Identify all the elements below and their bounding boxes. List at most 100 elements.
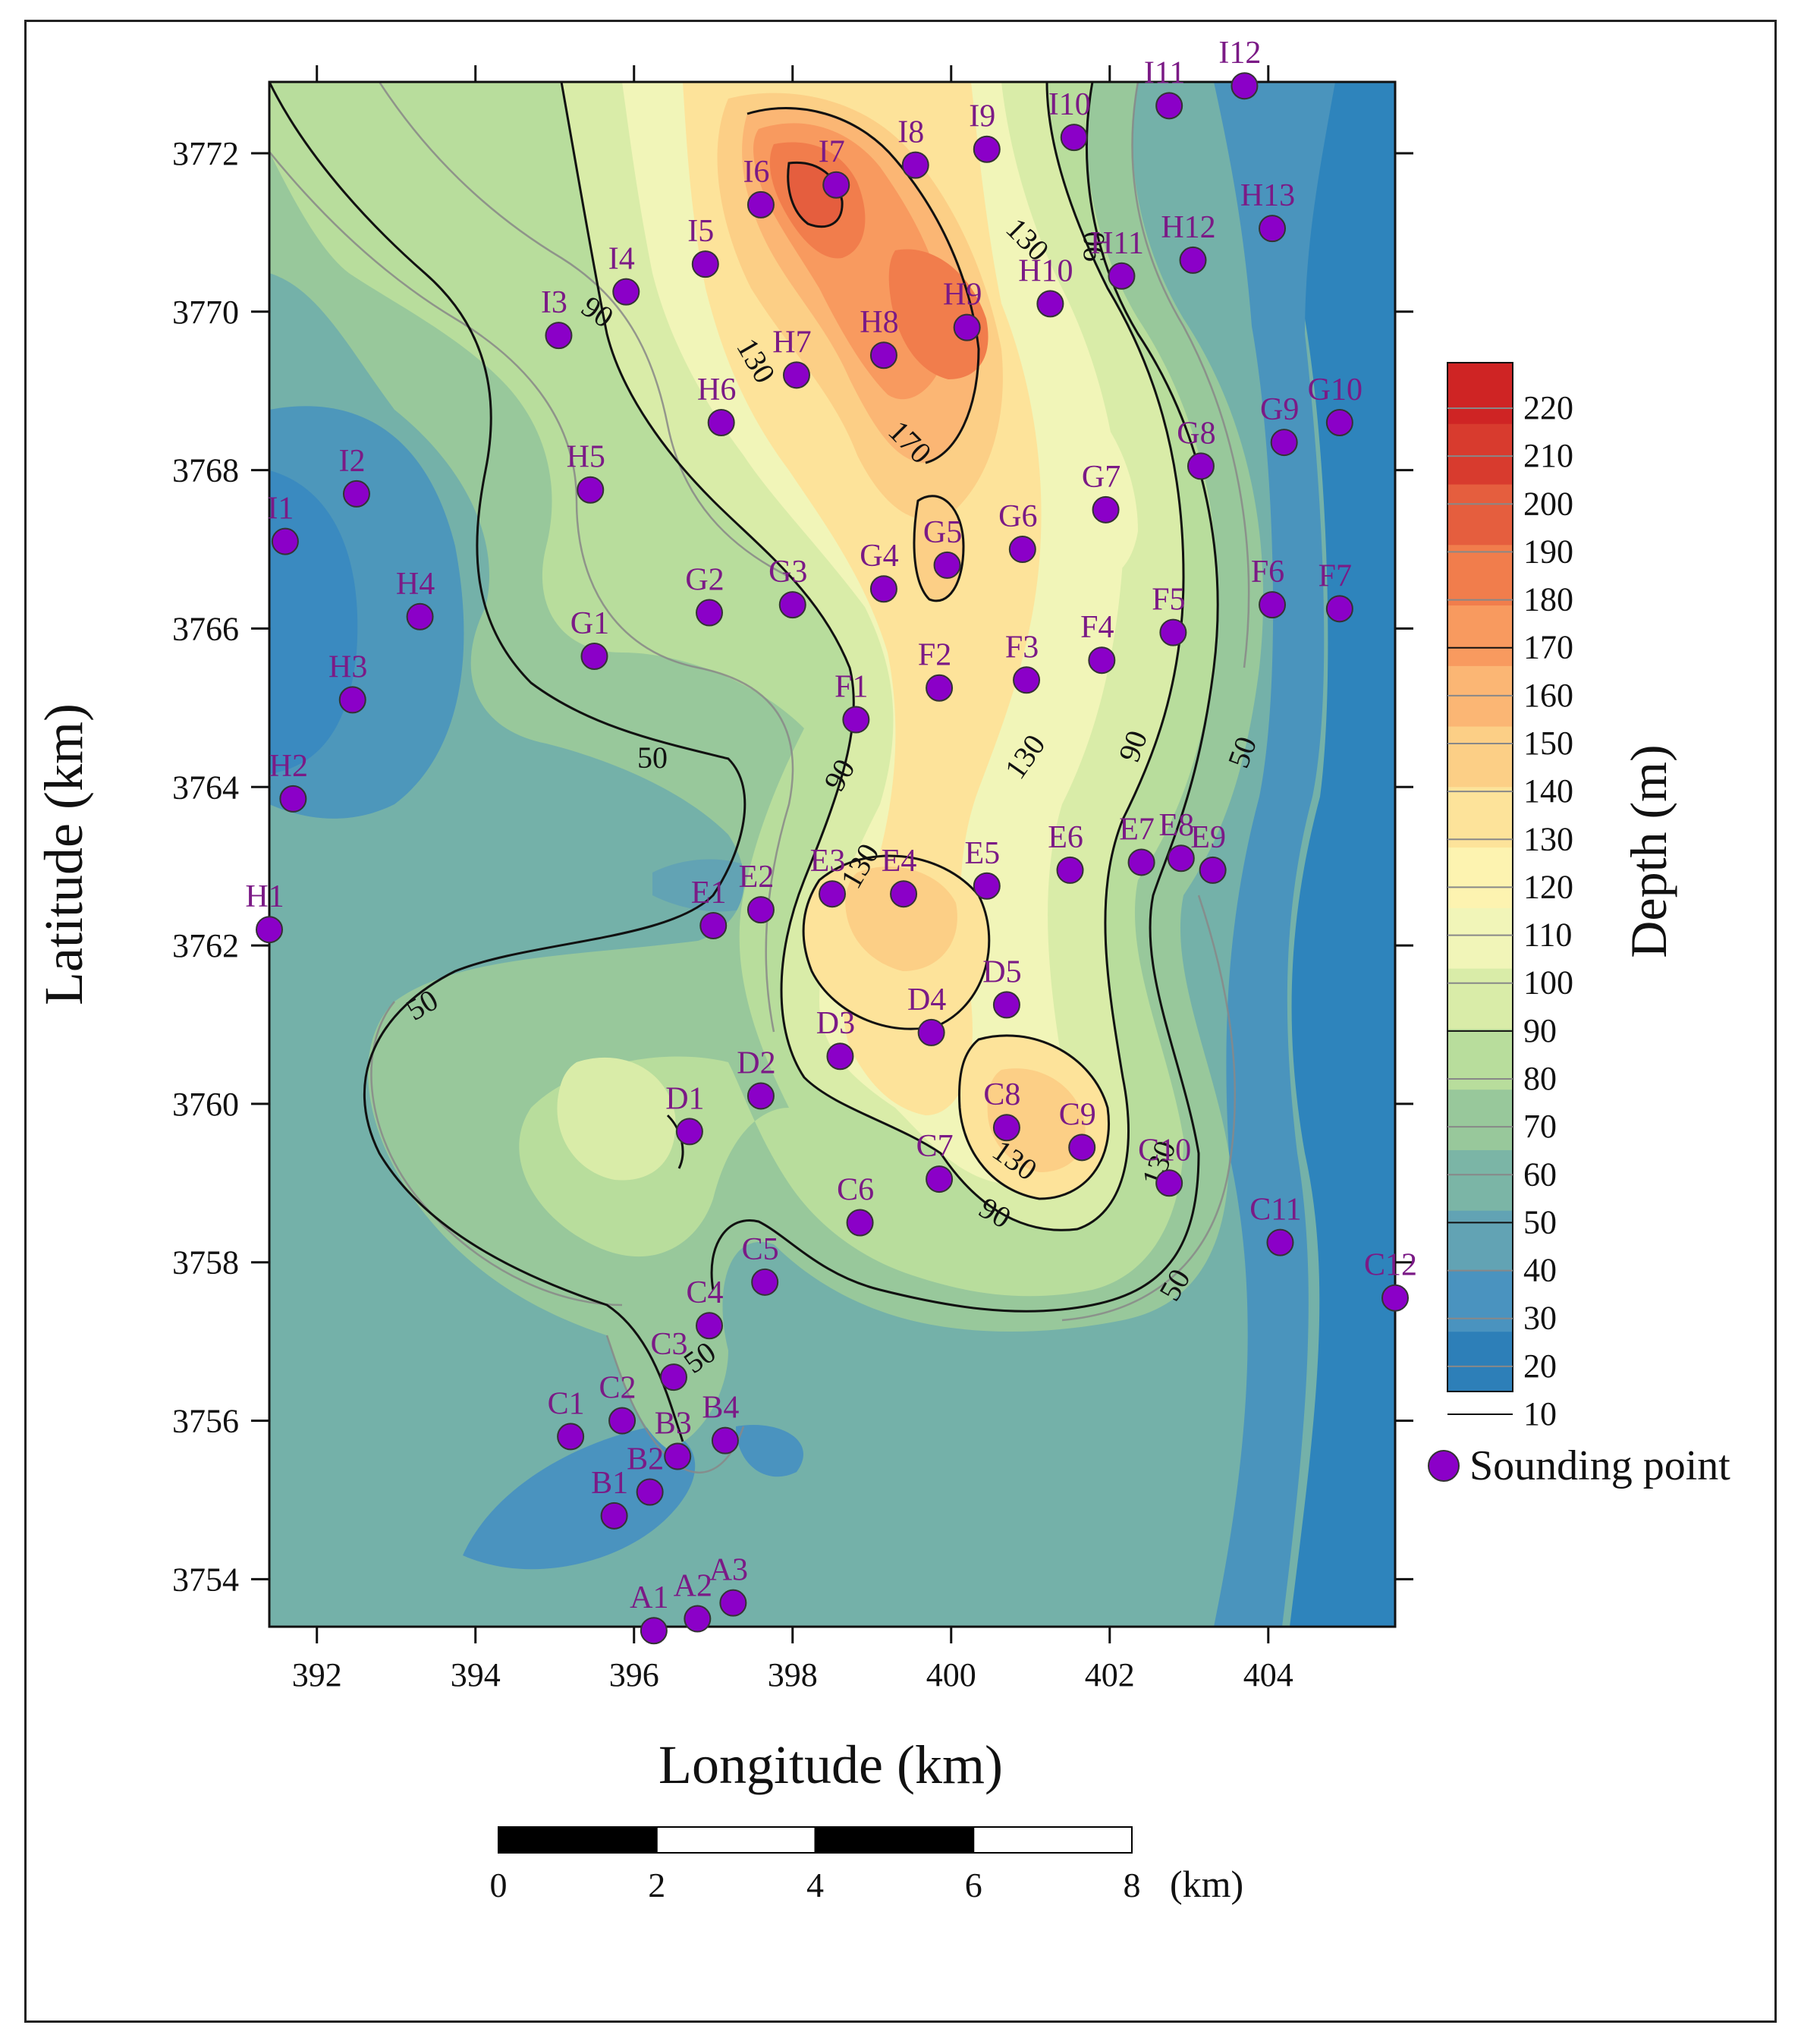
sounding-point-c8 — [992, 1114, 1020, 1142]
sounding-point-label: A3 — [709, 1553, 748, 1588]
sounding-point-i9 — [973, 135, 1001, 163]
scale-bar-segment — [655, 1826, 816, 1854]
scale-bar: 0 2 4 6 8 (km) — [490, 1826, 1243, 1905]
sounding-point-label: C8 — [983, 1077, 1020, 1112]
sounding-point-d2 — [746, 1082, 775, 1110]
sounding-point-label: H4 — [396, 567, 435, 602]
sounding-point-label: F4 — [1080, 610, 1114, 645]
sounding-point-label: D4 — [907, 983, 946, 1017]
colorbar-segment — [1447, 1149, 1513, 1211]
x-tick-label: 400 — [926, 1656, 976, 1693]
sounding-point-h4 — [406, 602, 434, 630]
sounding-point-h2 — [279, 785, 307, 813]
contour-line-130 — [802, 854, 991, 1030]
sounding-point-c10 — [1155, 1169, 1183, 1197]
contour-label-90: 90 — [1077, 231, 1111, 262]
colorbar-tick-label: 160 — [1523, 677, 1573, 714]
sounding-point-label: C7 — [916, 1129, 954, 1164]
sounding-point-label: I3 — [541, 285, 567, 320]
sounding-point-c3 — [659, 1363, 687, 1391]
sounding-point-e5 — [973, 872, 1001, 900]
sounding-point-label: I12 — [1218, 36, 1261, 71]
y-tick-label: 3762 — [172, 927, 239, 964]
sounding-point-label: E9 — [1190, 820, 1226, 855]
colorbar-tick-label: 30 — [1523, 1300, 1557, 1337]
sounding-point-c4 — [696, 1312, 724, 1340]
colorbar-tick-label: 50 — [1523, 1203, 1557, 1241]
sounding-point-label: C1 — [548, 1386, 585, 1421]
sounding-point-b4 — [711, 1426, 739, 1454]
scale-bar-segment — [973, 1826, 1133, 1854]
sounding-point-e9 — [1199, 856, 1227, 884]
sounding-point-label: G5 — [923, 515, 962, 550]
colorbar-tick-label: 150 — [1523, 725, 1573, 762]
sounding-point-h12 — [1179, 246, 1207, 274]
x-tick-label: 394 — [451, 1656, 501, 1693]
sounding-point-label: I1 — [267, 492, 294, 527]
sounding-point-label: I5 — [687, 214, 714, 249]
colorbar-segment — [1447, 605, 1513, 666]
sounding-point-label: F3 — [1005, 630, 1039, 665]
sounding-point-h13 — [1259, 215, 1287, 243]
colorbar-segment — [1447, 907, 1513, 969]
sounding-point-label: H7 — [772, 325, 811, 360]
x-axis-title: Longitude (km) — [658, 1734, 1003, 1795]
sounding-point-label: E7 — [1119, 812, 1155, 847]
sounding-point-label: G3 — [768, 555, 807, 590]
sounding-point-f5 — [1159, 618, 1187, 646]
colorbar-tick-label: 200 — [1523, 485, 1573, 522]
y-tick-label: 3766 — [172, 610, 239, 647]
sounding-point-f4 — [1088, 646, 1116, 675]
sounding-point-g1 — [580, 642, 608, 670]
sounding-point-b1 — [600, 1502, 628, 1530]
colorbar-tick-label: 190 — [1523, 533, 1573, 570]
colorbar-tick-label: 70 — [1523, 1108, 1557, 1145]
contour-line-170 — [746, 107, 980, 464]
sounding-point-h1 — [256, 916, 283, 944]
sounding-point-label: C9 — [1059, 1097, 1096, 1132]
sounding-point-label: I11 — [1144, 55, 1185, 90]
sounding-point-label: E2 — [739, 860, 775, 895]
scale-bar-tick: 4 — [806, 1866, 824, 1904]
x-tick-label: 396 — [609, 1656, 659, 1693]
y-axis: 3772 3770 3768 3766 3764 3762 3760 3758 3756 3754 — [172, 135, 1413, 1598]
scale-bar-tick: 6 — [965, 1866, 982, 1904]
colorbar-tick-label: 210 — [1523, 437, 1573, 474]
sounding-point-label: B1 — [591, 1466, 628, 1501]
sounding-point-e6 — [1056, 856, 1084, 884]
contour-line-50-west — [269, 82, 746, 1442]
sounding-point-label: I7 — [819, 135, 845, 170]
sounding-point-label: F1 — [834, 670, 868, 705]
sounding-point-label: G1 — [570, 606, 609, 641]
sounding-point-label: A1 — [630, 1580, 668, 1615]
sounding-point-e1 — [699, 911, 728, 939]
sounding-point-d4 — [917, 1018, 945, 1046]
sounding-point-f3 — [1013, 666, 1041, 694]
sounding-point-label: I4 — [608, 242, 635, 277]
colorbar-segment — [1447, 1331, 1513, 1392]
sounding-point-a3 — [719, 1589, 747, 1617]
scale-bar-tick: 8 — [1124, 1866, 1141, 1904]
sounding-point-f6 — [1259, 591, 1287, 619]
sounding-point-i11 — [1155, 92, 1183, 120]
sounding-point-label: I2 — [338, 444, 365, 479]
contour-label-50: 50 — [637, 741, 668, 775]
sounding-point-c9 — [1068, 1134, 1096, 1162]
colorbar-segment — [1447, 483, 1513, 546]
colorbar-border — [1447, 362, 1513, 1392]
shallow-zone-south — [463, 1426, 696, 1570]
sounding-point-i10 — [1060, 124, 1088, 152]
colorbar-segment — [1447, 967, 1513, 1030]
sounding-point-label: D2 — [737, 1046, 775, 1080]
sounding-point-label: F5 — [1152, 583, 1185, 618]
sounding-point-g3 — [778, 591, 806, 619]
colorbar-tick-label: 100 — [1523, 964, 1573, 1002]
sounding-point-label: H9 — [943, 278, 982, 313]
sounding-point-label: D3 — [816, 1006, 855, 1041]
sounding-point-label: C4 — [687, 1275, 724, 1310]
sounding-point-label: H1 — [245, 879, 284, 914]
colorbar-segment — [1447, 725, 1513, 788]
sounding-point-h5 — [577, 476, 605, 504]
sounding-point-h9 — [953, 313, 981, 341]
colorbar-tick-label: 90 — [1523, 1012, 1557, 1049]
